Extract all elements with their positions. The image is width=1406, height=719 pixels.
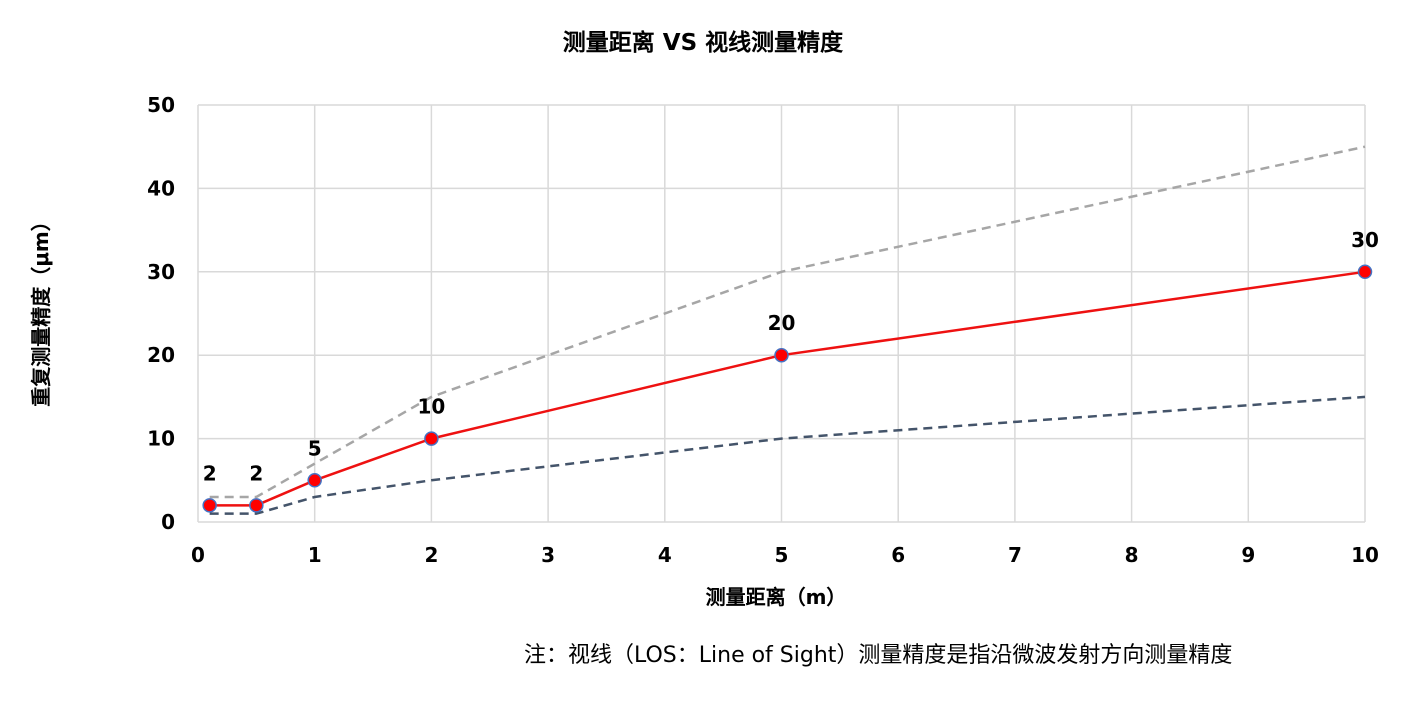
x-tick-label: 5: [775, 543, 789, 567]
y-tick-label: 50: [147, 93, 175, 117]
data-label: 2: [249, 461, 263, 485]
y-tick-label: 0: [161, 510, 175, 534]
data-point: [202, 498, 217, 513]
y-tick-label: 10: [147, 427, 175, 451]
series-line-2: [209, 145, 1366, 499]
series-line-1: [209, 270, 1366, 507]
y-tick-label: 40: [147, 176, 175, 200]
chart-title: 测量距离 VS 视线测量精度: [563, 29, 844, 56]
x-tick-label: 2: [424, 543, 438, 567]
x-tick-label: 10: [1351, 543, 1379, 567]
data-point: [307, 473, 322, 488]
data-label: 10: [417, 395, 445, 419]
x-tick-label: 7: [1008, 543, 1022, 567]
data-point: [1357, 264, 1373, 280]
data-label: 5: [308, 436, 322, 460]
tick-labels: 0 10 20 30 40 50 0 1 2 3 4 5 6 7 8 9 10: [147, 93, 1379, 567]
x-axis-label: 测量距离（m）: [706, 585, 847, 609]
data-point: [424, 431, 439, 446]
x-tick-label: 8: [1125, 543, 1139, 567]
y-axis-label: 重复测量精度（μm）: [29, 211, 53, 407]
y-tick-label: 20: [147, 343, 175, 367]
x-tick-label: 4: [658, 543, 672, 567]
x-tick-label: 1: [308, 543, 322, 567]
data-label: 30: [1351, 228, 1379, 252]
x-tick-label: 6: [891, 543, 905, 567]
series-line-3: [209, 395, 1366, 515]
series-layer: [202, 145, 1373, 515]
x-tick-label: 9: [1241, 543, 1255, 567]
x-tick-label: 0: [191, 543, 205, 567]
y-tick-label: 30: [147, 260, 175, 284]
data-label: 2: [203, 461, 217, 485]
data-labels: 2 2 5 10 20 30: [203, 228, 1379, 486]
data-point: [774, 347, 789, 363]
x-tick-label: 3: [541, 543, 555, 567]
grid: [197, 104, 1366, 523]
data-point: [249, 498, 264, 513]
data-label: 20: [768, 311, 796, 335]
footnote: 注：视线（LOS：Line of Sight）测量精度是指沿微波发射方向测量精度: [524, 643, 1233, 668]
